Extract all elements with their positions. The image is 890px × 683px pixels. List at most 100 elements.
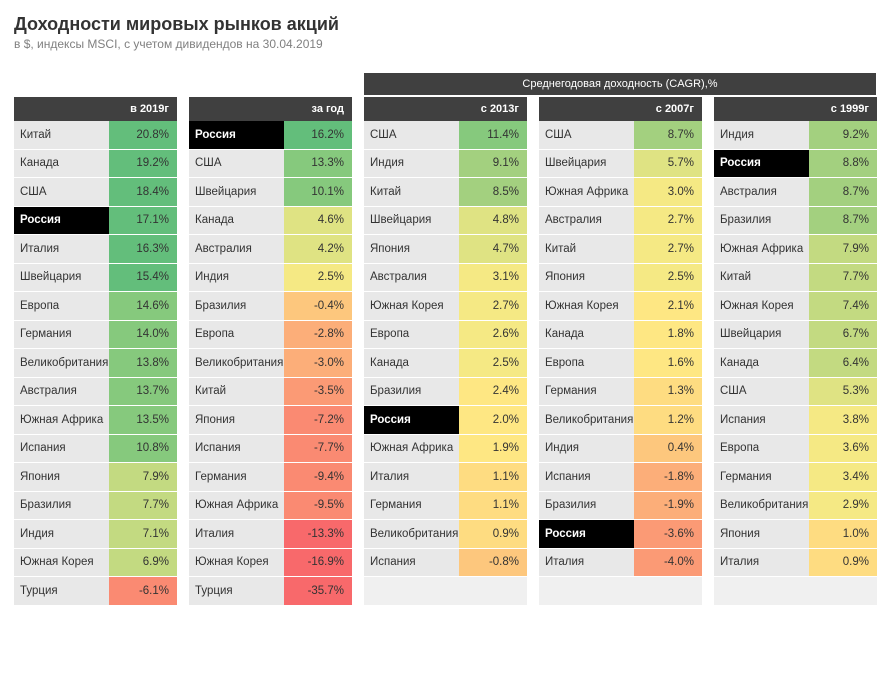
country-cell: Австралия (189, 235, 284, 263)
country-cell: Германия (714, 463, 809, 491)
country-cell: Германия (364, 492, 459, 520)
country-cell: Швейцария (714, 321, 809, 349)
table-row: Испания-0.8% (364, 549, 527, 578)
value-cell: 0.9% (459, 520, 527, 548)
table-row: Бразилия-0.4% (189, 292, 352, 321)
country-cell: Турция (14, 577, 109, 605)
table-row: Южная Корея2.7% (364, 292, 527, 321)
value-cell: 16.2% (284, 121, 352, 149)
table-row: Европа1.6% (539, 349, 702, 378)
value-cell: 4.6% (284, 207, 352, 235)
table-row: Китай-3.5% (189, 378, 352, 407)
country-cell: Испания (539, 463, 634, 491)
value-cell: 13.7% (109, 378, 177, 406)
value-cell: 20.8% (109, 121, 177, 149)
value-cell: 6.9% (109, 549, 177, 577)
country-cell: Бразилия (14, 492, 109, 520)
value-cell: 11.4% (459, 121, 527, 149)
value-cell: -3.5% (284, 378, 352, 406)
country-cell: США (364, 121, 459, 149)
country-cell: Германия (539, 378, 634, 406)
table-row: Италия16.3% (14, 235, 177, 264)
table-row: Индия2.5% (189, 264, 352, 293)
table-row: Великобритания-3.0% (189, 349, 352, 378)
value-cell: 6.4% (809, 349, 877, 377)
value-cell: -7.7% (284, 435, 352, 463)
value-cell: 14.6% (109, 292, 177, 320)
table-row: Турция-35.7% (189, 577, 352, 606)
value-cell: 7.9% (109, 463, 177, 491)
column-header: с 2013г (364, 97, 527, 121)
value-cell: 1.1% (459, 492, 527, 520)
country-cell: Канада (189, 207, 284, 235)
table-row: Россия-3.6% (539, 520, 702, 549)
value-cell (809, 577, 877, 605)
value-cell: 18.4% (109, 178, 177, 206)
value-cell: -1.8% (634, 463, 702, 491)
value-cell: -0.4% (284, 292, 352, 320)
country-cell: Южная Корея (189, 549, 284, 577)
table-row: США18.4% (14, 178, 177, 207)
country-cell: Канада (714, 349, 809, 377)
value-cell: 7.4% (809, 292, 877, 320)
value-cell: 13.5% (109, 406, 177, 434)
value-cell: 8.7% (809, 207, 877, 235)
value-cell: 4.7% (459, 235, 527, 263)
value-cell: 2.9% (809, 492, 877, 520)
value-cell: 1.0% (809, 520, 877, 548)
page-subtitle: в $, индексы MSCI, с учетом дивидендов н… (14, 37, 876, 51)
table-row: Россия17.1% (14, 207, 177, 236)
column-header: за год (189, 97, 352, 121)
value-cell: 16.3% (109, 235, 177, 263)
value-cell: 3.1% (459, 264, 527, 292)
country-cell: Япония (364, 235, 459, 263)
table-row: Германия14.0% (14, 321, 177, 350)
value-cell: 4.8% (459, 207, 527, 235)
value-cell: 7.9% (809, 235, 877, 263)
column-header: с 1999г (714, 97, 877, 121)
page-title: Доходности мировых рынков акций (14, 14, 876, 35)
country-cell: Турция (714, 577, 809, 605)
table-row: Китай20.8% (14, 121, 177, 150)
value-cell: 1.3% (634, 378, 702, 406)
country-cell: Китай (189, 378, 284, 406)
value-cell: 19.2% (109, 150, 177, 178)
country-cell: Бразилия (714, 207, 809, 235)
group-header-row: Среднегодовая доходность (CAGR),% (14, 73, 876, 97)
country-cell: Южная Корея (539, 292, 634, 320)
table-row: Япония2.5% (539, 264, 702, 293)
value-cell: 2.4% (459, 378, 527, 406)
country-cell: Бразилия (189, 292, 284, 320)
value-cell: 10.1% (284, 178, 352, 206)
country-cell: Турция (364, 577, 459, 605)
value-cell: -9.5% (284, 492, 352, 520)
country-cell: Турция (189, 577, 284, 605)
value-cell: 2.5% (284, 264, 352, 292)
country-cell: Южная Африка (14, 406, 109, 434)
value-cell: 7.1% (109, 520, 177, 548)
country-cell: Южная Африка (539, 178, 634, 206)
table-row: Великобритания2.9% (714, 492, 877, 521)
table-row: Китай7.7% (714, 264, 877, 293)
data-column: с 2013гСША11.4%Индия9.1%Китай8.5%Швейцар… (364, 97, 527, 606)
table-row: Южная Корея7.4% (714, 292, 877, 321)
columns-container: в 2019гКитай20.8%Канада19.2%США18.4%Росс… (14, 97, 876, 606)
table-row: Китай2.7% (539, 235, 702, 264)
country-cell: Канада (14, 150, 109, 178)
country-cell: Южная Африка (364, 435, 459, 463)
value-cell: 10.8% (109, 435, 177, 463)
value-cell: 14.0% (109, 321, 177, 349)
table-row: Индия0.4% (539, 435, 702, 464)
value-cell: -35.7% (284, 577, 352, 605)
table-row: Австралия8.7% (714, 178, 877, 207)
value-cell: 2.6% (459, 321, 527, 349)
table-row: Великобритания0.9% (364, 520, 527, 549)
table-row: Германия1.3% (539, 378, 702, 407)
country-cell: Индия (714, 121, 809, 149)
table-row: Южная Корея6.9% (14, 549, 177, 578)
value-cell: 1.1% (459, 463, 527, 491)
country-cell: Испания (714, 406, 809, 434)
country-cell: Япония (539, 264, 634, 292)
table-row: Испания10.8% (14, 435, 177, 464)
country-cell: Австралия (714, 178, 809, 206)
